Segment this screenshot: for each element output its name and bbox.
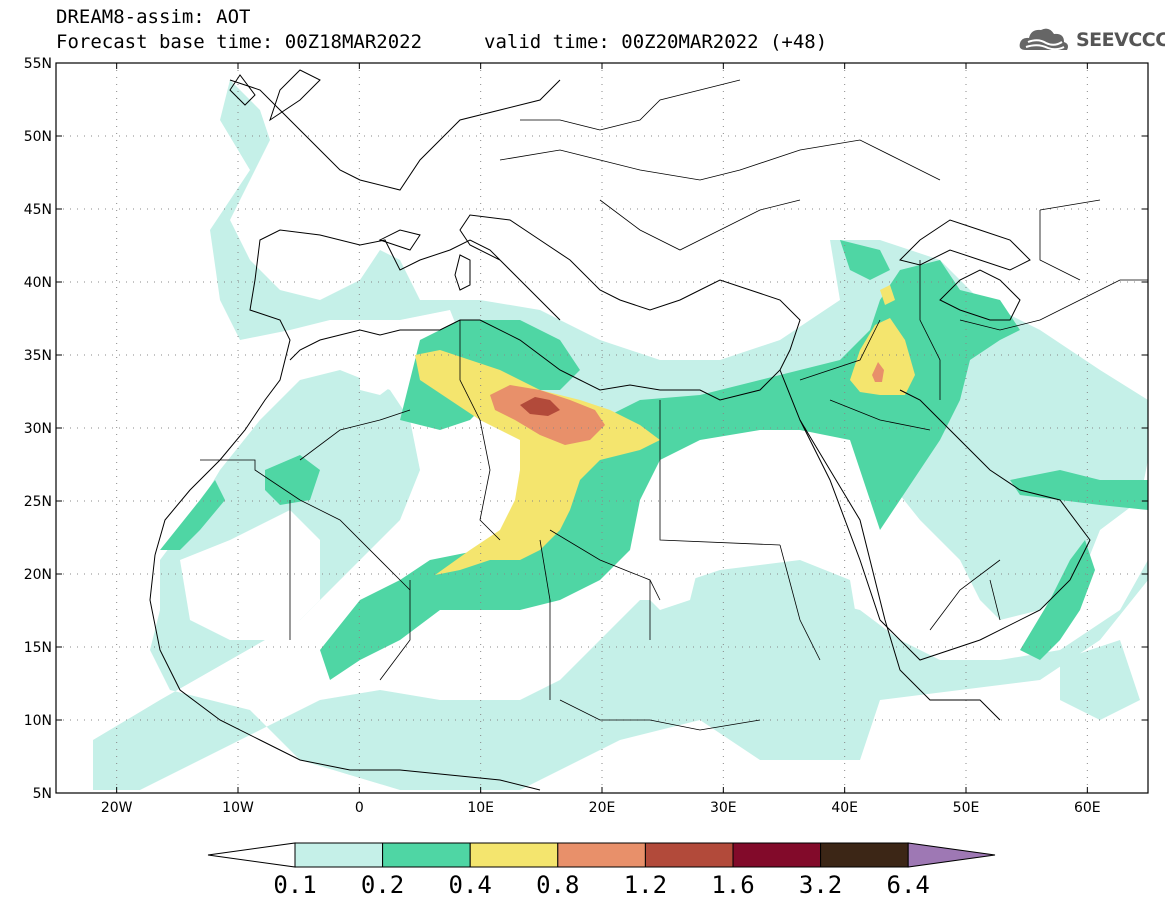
- logo-text: SEEVCCC: [1076, 29, 1165, 51]
- colorbar-box: [469, 842, 559, 868]
- lon-label: 20E: [589, 800, 616, 816]
- colorbar-label: 0.2: [361, 871, 404, 899]
- colorbar-box: [294, 842, 384, 868]
- lon-label: 60E: [1074, 800, 1101, 816]
- colorbar-over-arrow: [907, 842, 996, 868]
- colorbar-label: 6.4: [887, 871, 930, 899]
- forecast-times: Forecast base time: 00Z18MAR2022 valid ti…: [56, 31, 827, 53]
- lon-label: 30E: [710, 800, 737, 816]
- lat-label: 35N: [24, 348, 52, 364]
- colorbar-label: 3.2: [799, 871, 842, 899]
- lon-labels: 20W 10W 0 10E 20E 30E 40E 50E 60E: [101, 800, 1101, 816]
- coastlines: [149, 69, 1091, 791]
- colorbar-box: [382, 842, 471, 868]
- colorbar: 0.1 0.2 0.4 0.8 1.2 1.6 3.2 6.4: [207, 842, 996, 899]
- lon-label: 50E: [953, 800, 980, 816]
- lon-label: 20W: [101, 800, 133, 816]
- lon-label: 40E: [831, 800, 858, 816]
- lat-labels: 55N 50N 45N 40N 35N 30N 25N 20N 15N 10N …: [24, 56, 52, 802]
- colorbar-label: 1.6: [711, 871, 754, 899]
- colorbar-label: 1.2: [624, 871, 667, 899]
- colorbar-box: [557, 842, 646, 868]
- valid-time: valid time: 00Z20MAR2022 (+48): [484, 31, 828, 53]
- map-title: DREAM8-assim: AOT: [56, 6, 251, 28]
- colorbar-under-arrow: [207, 842, 296, 868]
- seevccc-logo: SEEVCCC: [1018, 24, 1165, 58]
- lat-label: 50N: [24, 129, 52, 145]
- borders: [200, 79, 1148, 731]
- lat-label: 30N: [24, 421, 52, 437]
- colorbar-box: [820, 842, 909, 868]
- colorbar-label: 0.1: [273, 871, 316, 899]
- lat-label: 45N: [24, 202, 52, 218]
- lat-label: 10N: [24, 713, 52, 729]
- cloud-logo-icon: [1019, 28, 1068, 51]
- lat-label: 40N: [24, 275, 52, 291]
- lat-label: 55N: [24, 56, 52, 72]
- lat-label: 5N: [33, 786, 52, 802]
- lon-label: 10E: [467, 800, 494, 816]
- colorbar-box: [732, 842, 822, 868]
- lat-label: 25N: [24, 494, 52, 510]
- colorbar-label: 0.8: [536, 871, 579, 899]
- lon-label: 10W: [222, 800, 254, 816]
- colorbar-label: 0.4: [449, 871, 492, 899]
- colorbar-box: [644, 842, 734, 868]
- aot-field: [93, 80, 1148, 790]
- axis-ticks: [56, 62, 1148, 794]
- lat-label: 20N: [24, 567, 52, 583]
- lat-label: 15N: [24, 640, 52, 656]
- lon-label: 0: [355, 800, 364, 816]
- base-time: Forecast base time: 00Z18MAR2022: [56, 31, 423, 53]
